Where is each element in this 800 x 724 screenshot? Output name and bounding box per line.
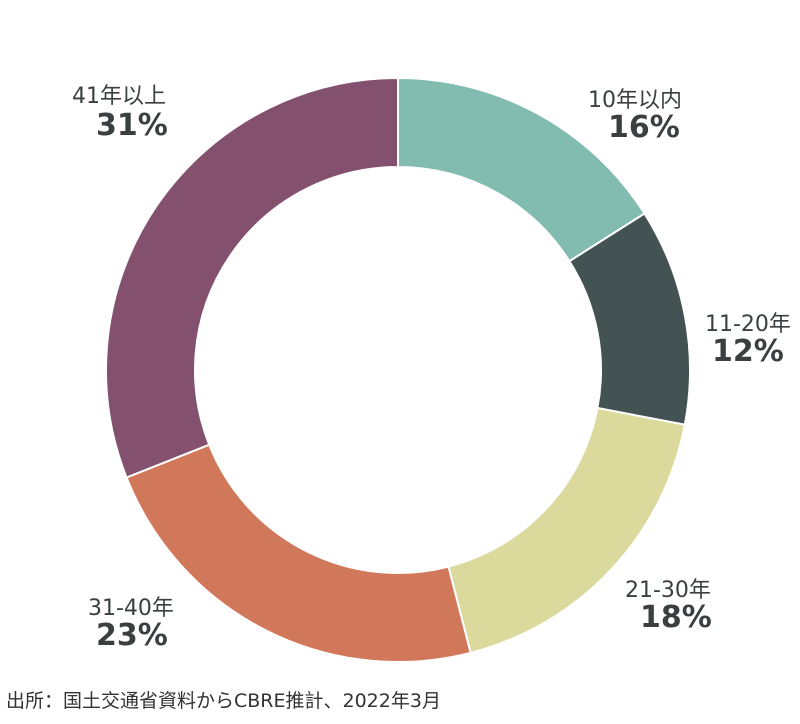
source-note: 出所：国土交通省資料からCBRE推計、2022年3月 [6,690,441,712]
donut-slice-31-40nen [125,443,472,663]
slice-value-10nen-inai: 16% [608,110,680,145]
slice-value-21-30nen: 18% [640,600,712,635]
donut-slice-41nen-ijo [105,76,399,479]
slice-value-11-20nen: 12% [712,334,784,369]
slice-label-11-20nen: 11-20年 [705,312,791,337]
slice-label-21-30nen: 21-30年 [625,578,711,603]
slice-value-41nen-ijo: 31% [96,108,168,143]
slice-label-10nen-inai: 10年以内 [588,88,682,113]
slice-label-31-40nen: 31-40年 [88,596,174,621]
slice-label-41nen-ijo: 41年以上 [72,84,166,109]
slice-value-31-40nen: 23% [96,618,168,653]
